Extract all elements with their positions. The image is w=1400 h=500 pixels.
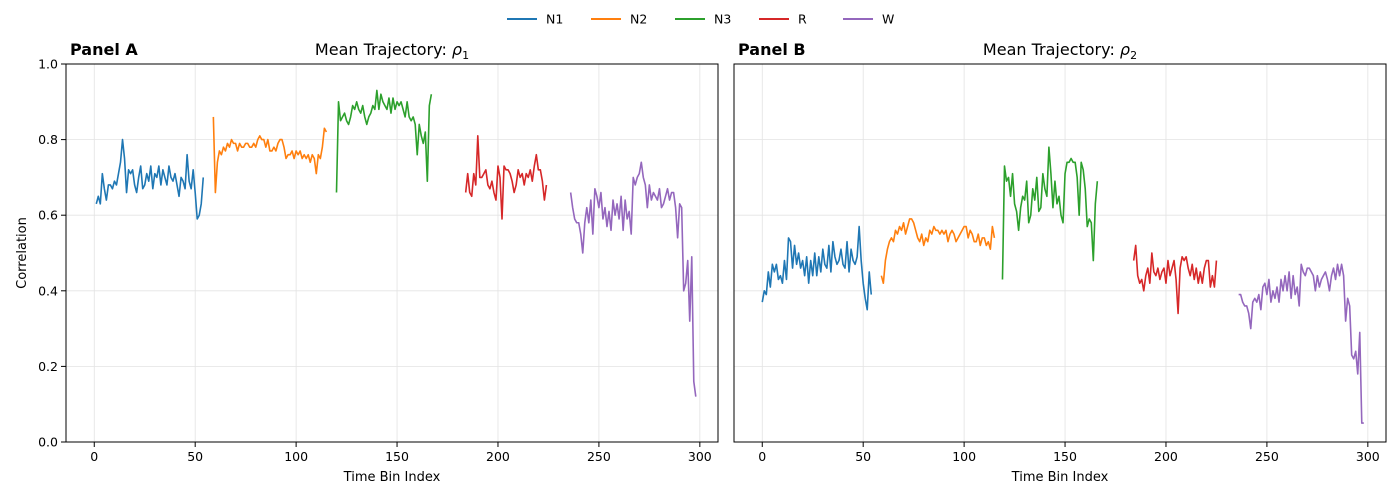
axes-frame: [65, 63, 719, 443]
y-tick-label: 0.6: [38, 208, 58, 223]
series-line-n1: [761, 225, 873, 311]
legend-label-n1: N1: [546, 12, 563, 27]
series-line-w: [1238, 263, 1364, 424]
panel-a: 0 50 100 150 200 250 300 0.0 0.2 0.4 0.6 0.8 1.0 Corr…: [15, 40, 719, 485]
panel-label: Panel A: [70, 40, 138, 59]
x-tick-label: 0: [758, 449, 766, 464]
panel-b: 0 50 100 150 200 250 300 Time Bin Index Panel B M…: [733, 40, 1387, 485]
x-tick-label: 50: [187, 449, 203, 464]
y-axis-label: Correlation: [15, 217, 30, 289]
y-tick-label: 1.0: [38, 57, 58, 72]
x-tick-label: 200: [1154, 449, 1178, 464]
x-tick-label: 250: [587, 449, 611, 464]
axes-frame: [733, 63, 1387, 443]
series-line-n3: [335, 89, 433, 193]
x-tick-label: 150: [385, 449, 409, 464]
x-tick-label: 100: [284, 449, 308, 464]
x-tick-label: 300: [688, 449, 712, 464]
legend-label-n2: N2: [630, 12, 647, 27]
x-tick-label: 300: [1356, 449, 1380, 464]
x-tick-label: 0: [90, 449, 98, 464]
y-tick-label: 0.0: [38, 435, 58, 450]
series-line-n2: [880, 218, 996, 285]
x-tick-label: 150: [1053, 449, 1077, 464]
series-line-n1: [95, 138, 205, 220]
legend-label-w: W: [882, 12, 894, 27]
panel-title: Mean Trajectory: ρ2: [983, 40, 1137, 62]
x-tick-label: 250: [1255, 449, 1279, 464]
x-tick-label: 100: [952, 449, 976, 464]
series-line-n3: [1001, 146, 1099, 280]
x-axis-label: Time Bin Index: [1011, 470, 1109, 485]
x-tick-label: 200: [486, 449, 510, 464]
y-tick-label: 0.8: [38, 132, 58, 147]
series-line-r: [1132, 244, 1218, 315]
series-line-n2: [212, 116, 328, 194]
y-tick-label: 0.4: [38, 283, 58, 298]
panel-label: Panel B: [738, 40, 806, 59]
legend-label-r: R: [798, 12, 807, 27]
x-axis-label: Time Bin Index: [343, 470, 441, 485]
y-tick-label: 0.2: [38, 359, 58, 374]
series-line-w: [569, 161, 697, 397]
series-line-r: [464, 135, 548, 220]
legend: N1 N2 N3 R W: [507, 12, 894, 27]
legend-label-n3: N3: [714, 12, 731, 27]
x-tick-label: 50: [855, 449, 871, 464]
panel-title: Mean Trajectory: ρ1: [315, 40, 469, 62]
